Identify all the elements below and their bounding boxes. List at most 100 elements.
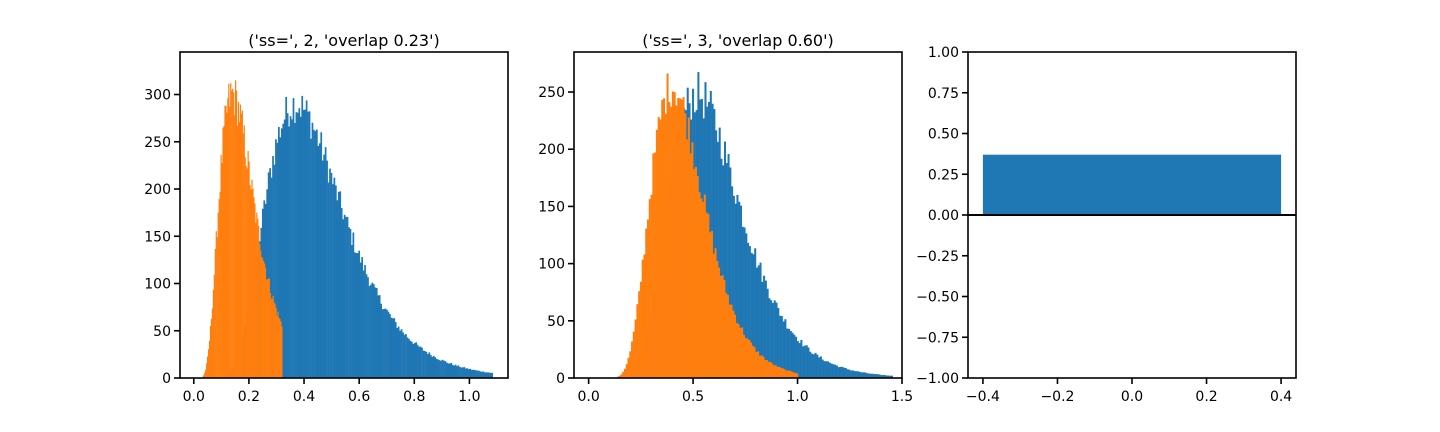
histogram-bar-series-0 [807, 347, 810, 378]
histogram-bar-series-0 [800, 339, 803, 378]
histogram-bar-series-1 [741, 327, 744, 378]
histogram-bar-series-1 [235, 90, 238, 379]
x-tick-label: 1.0 [458, 389, 480, 405]
histogram-bar-series-1 [222, 127, 224, 378]
histogram-bar-series-1 [270, 298, 272, 378]
histogram-bar-series-1 [719, 276, 722, 378]
y-tick-label: 1.00 [928, 45, 959, 61]
histogram-bar-series-1 [247, 151, 249, 378]
histogram-bar-series-1 [750, 342, 753, 378]
histogram-bar-series-0 [410, 341, 413, 378]
histogram-bar-series-1 [273, 302, 275, 378]
histogram-bar-series-1 [629, 351, 632, 378]
histogram-bar-series-1 [627, 357, 630, 378]
histogram-bar-series-1 [703, 194, 706, 378]
histogram-bar-series-1 [659, 119, 662, 378]
histogram-bar-series-1 [668, 102, 671, 378]
histogram-bar-series-0 [441, 359, 444, 378]
histogram-bar-series-0 [472, 369, 475, 378]
histogram-bar-series-1 [792, 372, 795, 378]
x-axis: 0.0 0.5 1.0 1.5 [577, 378, 913, 405]
histogram-bar-series-1 [279, 318, 281, 378]
histogram-bar-series-0 [885, 375, 888, 378]
histogram-bar-series-1 [693, 168, 696, 378]
y-tick-label: 250 [144, 135, 171, 151]
histogram-bar-series-0 [298, 108, 301, 379]
histogram-bar-series-0 [399, 330, 401, 378]
histogram-bar-series-0 [285, 96, 288, 379]
histogram-bar-series-1 [709, 232, 712, 378]
histogram-bar-series-1 [280, 321, 282, 378]
histogram-bar-series-0 [302, 109, 305, 378]
histogram-bar-series-1 [758, 355, 761, 378]
histogram-bar-series-0 [440, 360, 442, 378]
histogram-bar-series-0 [371, 282, 374, 378]
histogram-bar-series-0 [731, 186, 734, 378]
histogram-bar-series-1 [216, 237, 218, 378]
histogram-bar-series-0 [779, 315, 782, 378]
histogram-bar-series-1 [678, 98, 682, 378]
histogram-bar-series-0 [330, 172, 333, 378]
histogram-bar-series-0 [773, 300, 776, 378]
x-axis: −0.4 −0.2 0.0 0.2 0.4 [966, 378, 1292, 405]
histogram-bar-series-1 [242, 133, 244, 378]
histogram-bar-series-0 [337, 191, 340, 378]
histogram-bar-series-1 [650, 194, 653, 378]
histogram-bar-series-0 [278, 127, 280, 379]
histogram-bar-series-0 [485, 372, 488, 378]
histogram-bar-series-0 [777, 307, 780, 378]
histogram-bar-series-0 [358, 250, 361, 378]
histogram-bar-series-0 [860, 372, 863, 378]
histogram-bar-series-1 [691, 142, 694, 378]
histogram-bar-series-1 [723, 279, 726, 378]
histogram-bar-series-1 [212, 289, 215, 378]
histogram-bar-series-0 [311, 122, 314, 378]
histogram-bar-series-0 [486, 372, 489, 378]
histogram-bar-series-0 [763, 275, 766, 378]
histogram-bar-series-0 [724, 141, 727, 378]
histogram-bar-series-1 [278, 318, 280, 378]
histogram-bar-series-0 [825, 361, 828, 378]
histogram-bar-series-0 [780, 316, 783, 378]
histogram-bar-series-1 [652, 153, 655, 378]
histogram-bar-series-1 [643, 254, 646, 378]
bars [615, 72, 893, 379]
histogram-bar-series-1 [664, 113, 667, 378]
histogram-bar-series-0 [453, 365, 456, 378]
histogram-bar-series-0 [488, 372, 491, 378]
histogram-bar-series-0 [874, 374, 877, 378]
y-tick-label: 0.75 [928, 86, 959, 102]
histogram-bar-series-1 [742, 334, 745, 378]
histogram-bar-series-0 [481, 371, 483, 378]
histogram-bar-series-0 [491, 372, 494, 378]
x-tick-label: −0.2 [1040, 389, 1074, 405]
histogram-bar-series-0 [476, 370, 479, 378]
histogram-bar-series-0 [883, 375, 886, 378]
histogram-bar-series-0 [761, 281, 764, 378]
histogram-bar-series-0 [418, 346, 420, 378]
y-tick-label: 100 [144, 277, 171, 293]
histogram-bar-series-0 [356, 253, 359, 378]
histogram-bar-series-0 [435, 358, 438, 378]
histogram-bar-series-1 [211, 308, 214, 378]
histogram-bar-series-1 [716, 260, 719, 378]
histogram-bar-series-1 [269, 292, 271, 378]
y-tick-label: 50 [153, 324, 171, 340]
histogram-bar-series-0 [403, 334, 406, 378]
histogram-bar-series-1 [686, 139, 689, 378]
histogram-bar-series-0 [323, 154, 326, 378]
histogram-bar-series-0 [384, 308, 387, 378]
histogram-bar-series-0 [415, 342, 418, 378]
histogram-bar-series-1 [234, 115, 236, 379]
histogram-bar-series-0 [336, 200, 339, 378]
histogram-bar-series-1 [231, 90, 233, 378]
histogram-bar-series-0 [378, 295, 381, 378]
histogram-bar-series-1 [205, 369, 207, 378]
histogram-bar-series-0 [402, 332, 404, 378]
histogram-bar-series-0 [716, 141, 719, 378]
histogram-bar-series-1 [684, 113, 687, 378]
histogram-bar-series-1 [250, 189, 252, 378]
histogram-bar-series-0 [294, 123, 296, 379]
histogram-bar-series-1 [207, 356, 209, 378]
histogram-bar-series-0 [787, 328, 790, 378]
